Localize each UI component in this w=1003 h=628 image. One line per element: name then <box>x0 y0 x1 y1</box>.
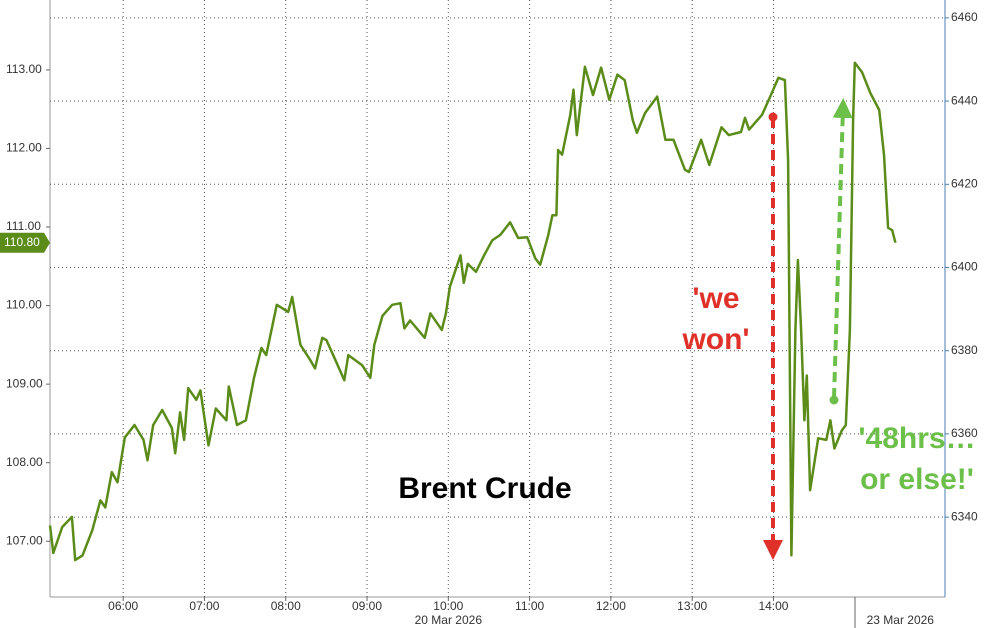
marks: 06:00 07:00 08:00 09:00 10:00 11:00 12:00 13:00… <box>0 0 978 627</box>
date-label: 23 Mar 2026 <box>867 613 935 627</box>
y2-tick-label: 6420 <box>951 176 978 190</box>
x-tick-label: 11:00 <box>515 599 544 613</box>
chart-title: Brent Crude <box>398 472 571 505</box>
y-tick-label: 112.00 <box>6 141 42 155</box>
x-tick-label: 08:00 <box>271 599 301 613</box>
annotation: won' <box>681 323 749 356</box>
y2-tick-label: 6360 <box>951 426 978 440</box>
x-tick-label: 09:00 <box>352 599 382 613</box>
y-tick-label: 108.00 <box>6 455 43 469</box>
annotation: '48hrs… <box>858 422 975 455</box>
x-tick-label: 12:00 <box>596 599 626 613</box>
date-label: 20 Mar 2026 <box>415 613 483 627</box>
annotation: or else!' <box>860 463 974 496</box>
y2-tick-label: 6440 <box>951 93 978 107</box>
red-arrow-start <box>768 112 778 122</box>
y2-tick-label: 6400 <box>951 260 978 274</box>
x-tick-label: 13:00 <box>677 599 707 613</box>
price-line <box>48 61 897 562</box>
y-tick-label: 111.00 <box>6 219 41 233</box>
y2-tick-label: 6460 <box>951 10 978 24</box>
y2-tick-label: 6380 <box>951 343 978 357</box>
y-tick-label: 113.00 <box>6 62 42 76</box>
x-tick-label: 06:00 <box>108 599 138 613</box>
y-tick-label: 107.00 <box>6 533 43 547</box>
x-tick-label: 14:00 <box>758 599 788 613</box>
green-arrow <box>832 98 853 399</box>
y-tick-label: 110.00 <box>6 298 42 312</box>
green-arrow-start <box>829 395 839 405</box>
last-price-box <box>0 232 50 253</box>
y2-tick-label: 6340 <box>951 509 978 523</box>
last-price-label: 110.80 <box>4 235 40 249</box>
annotation: 'we <box>692 282 739 315</box>
x-tick-label: 07:00 <box>189 599 219 613</box>
x-tick-label: 10:00 <box>433 599 463 613</box>
y-tick-label: 109.00 <box>6 376 43 390</box>
